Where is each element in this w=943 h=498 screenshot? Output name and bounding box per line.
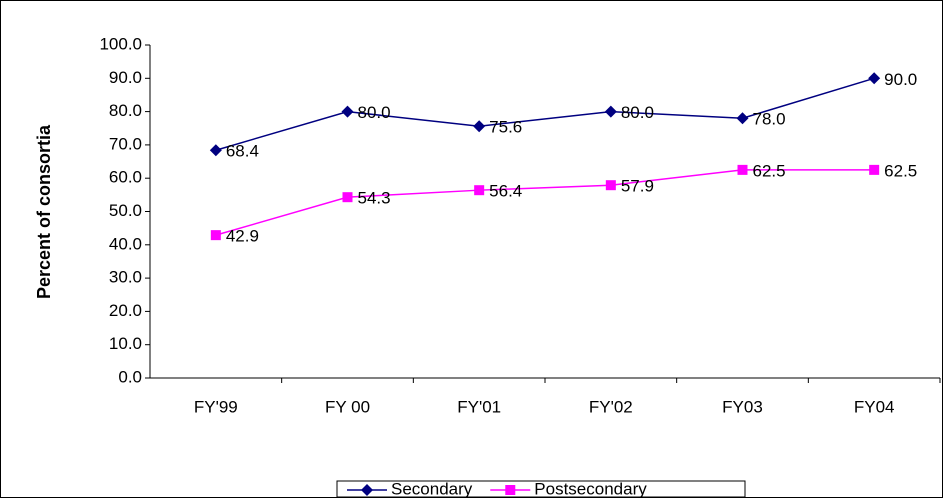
point	[473, 120, 486, 133]
data-label: 42.9	[226, 227, 259, 246]
y-tick-label: 60.0	[109, 168, 142, 187]
y-tick-label: 100.0	[99, 34, 142, 53]
point	[869, 164, 880, 175]
y-tick-label: 70.0	[109, 134, 142, 153]
series-line	[215, 169, 875, 236]
y-tick-label: 10.0	[109, 334, 142, 353]
data-label: 62.5	[753, 161, 786, 180]
point	[474, 185, 485, 196]
data-label: 78.0	[753, 110, 786, 129]
legend-box	[336, 480, 746, 498]
data-label: 80.0	[621, 103, 654, 122]
data-label: 68.4	[226, 142, 259, 161]
point	[209, 144, 222, 157]
x-tick-label: FY'99	[194, 397, 238, 416]
x-tick-label: FY03	[722, 397, 763, 416]
y-tick-label: 80.0	[109, 101, 142, 120]
point	[737, 164, 748, 175]
x-tick-label: FY04	[854, 397, 895, 416]
y-tick-label: 30.0	[109, 268, 142, 287]
data-label: 75.6	[489, 118, 522, 137]
data-label: 56.4	[489, 182, 522, 201]
data-label: 90.0	[884, 70, 917, 89]
point	[605, 180, 616, 191]
y-tick-label: 40.0	[109, 234, 142, 253]
legend-label: Postsecondary	[534, 479, 647, 498]
y-tick-label: 90.0	[109, 68, 142, 87]
point	[736, 112, 749, 125]
point	[342, 192, 353, 203]
series-line	[215, 77, 875, 151]
data-label: 80.0	[358, 103, 391, 122]
y-tick-label: 50.0	[109, 201, 142, 220]
x-tick-label: FY'02	[589, 397, 633, 416]
x-tick-label: FY 00	[325, 397, 370, 416]
y-tick-label: 20.0	[109, 301, 142, 320]
point	[868, 72, 881, 85]
legend-marker	[361, 484, 373, 496]
data-label: 57.9	[621, 177, 654, 196]
legend-marker	[505, 485, 516, 495]
y-axis-title: Percent of consortia	[34, 124, 54, 299]
point	[341, 105, 354, 118]
point	[210, 230, 221, 241]
data-label: 62.5	[884, 161, 917, 180]
x-tick-label: FY'01	[457, 397, 501, 416]
data-label: 54.3	[358, 189, 391, 208]
legend-label: Secondary	[391, 479, 473, 498]
point	[604, 105, 617, 118]
y-tick-label: 0.0	[118, 367, 142, 386]
